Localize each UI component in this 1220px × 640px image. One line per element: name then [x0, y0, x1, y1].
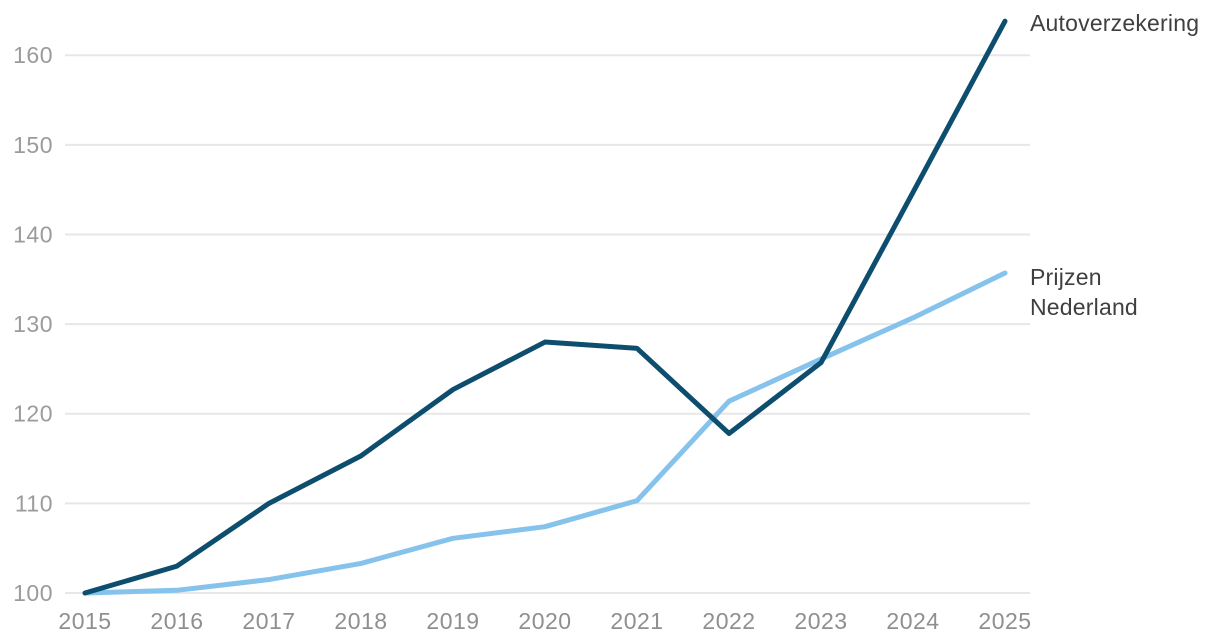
y-tick-label: 100 — [13, 580, 53, 606]
y-tick-label: 160 — [13, 42, 53, 68]
y-tick-label: 150 — [13, 132, 53, 158]
x-tick-label: 2024 — [886, 608, 939, 634]
series-line-autoverzekering — [82, 18, 1008, 596]
y-tick-label: 110 — [15, 490, 53, 516]
x-tick-label: 2017 — [242, 608, 295, 634]
series-line-prijzen-nederland — [82, 270, 1008, 596]
x-tick-label: 2025 — [978, 608, 1031, 634]
x-tick-label: 2015 — [58, 608, 111, 634]
y-tick-label: 140 — [13, 221, 53, 247]
x-tick-label: 2019 — [426, 608, 479, 634]
y-tick-label: 130 — [13, 311, 53, 337]
x-tick-label: 2021 — [610, 608, 663, 634]
x-tick-label: 2022 — [702, 608, 755, 634]
x-tick-label: 2023 — [794, 608, 847, 634]
y-tick-label: 120 — [13, 401, 53, 427]
x-tick-label: 2016 — [150, 608, 203, 634]
x-tick-label: 2018 — [334, 608, 387, 634]
series-label-prijzen-nederland: Prijzen Nederland — [1030, 264, 1138, 320]
x-tick-label: 2020 — [518, 608, 571, 634]
series-label-autoverzekering: Autoverzekering — [1030, 10, 1200, 36]
